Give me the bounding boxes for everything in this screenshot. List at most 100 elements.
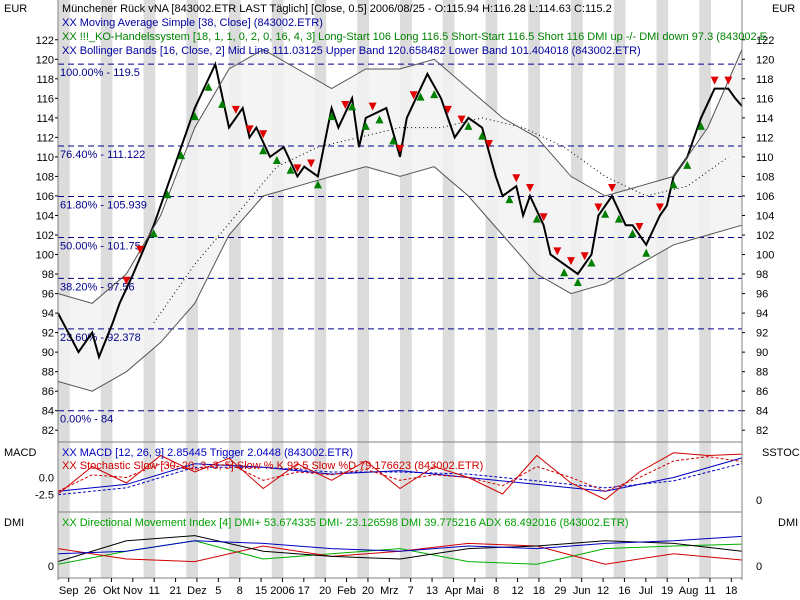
y-tick-label-right: 106 bbox=[756, 191, 774, 203]
long-signal-marker bbox=[204, 82, 213, 91]
legend: Münchener Rück vNA [843002.ETR LAST Tägl… bbox=[62, 3, 767, 529]
long-signal-marker bbox=[259, 146, 268, 155]
long-signal-marker bbox=[313, 180, 322, 189]
x-tick-label: Mrz bbox=[380, 585, 398, 597]
macd-panel-label: MACD bbox=[4, 447, 36, 459]
short-signal-marker bbox=[655, 203, 664, 212]
bollinger-band-line bbox=[57, 166, 743, 392]
x-tick-label: 29 bbox=[554, 585, 566, 597]
short-signal-marker bbox=[525, 183, 534, 192]
y-tick-label-left: 82 bbox=[42, 425, 54, 437]
y-tick-label-right: 88 bbox=[756, 367, 768, 379]
long-signal-marker bbox=[416, 92, 425, 101]
macd-panel-line bbox=[57, 456, 743, 492]
y-tick-label-right: 86 bbox=[756, 386, 768, 398]
short-signal-marker bbox=[259, 130, 268, 139]
y-tick-label-right: 116 bbox=[756, 93, 774, 105]
y-tick-label-left: 104 bbox=[36, 210, 54, 222]
y-tick-label-right: 98 bbox=[756, 269, 768, 281]
y-tick-label-left: 84 bbox=[42, 406, 54, 418]
x-tick-label: 5 bbox=[215, 585, 221, 597]
trade-signals bbox=[122, 76, 733, 287]
long-signal-marker bbox=[286, 165, 295, 174]
fibonacci-levels: 100.00% - 119.5 76.40% - 111.122 61.80% - … bbox=[58, 63, 742, 426]
dmi-panel-line bbox=[57, 535, 743, 555]
y-tick-label-left: 112 bbox=[36, 132, 54, 144]
x-tick-label: 18 bbox=[725, 585, 737, 597]
y-tick-label-left: 102 bbox=[36, 230, 54, 242]
y-tick-label-right: 104 bbox=[756, 210, 774, 222]
y-tick-label-right: 114 bbox=[756, 113, 774, 125]
y-tick-label-left: 100 bbox=[36, 250, 54, 262]
short-signal-marker bbox=[710, 76, 719, 85]
short-signal-marker bbox=[122, 276, 131, 285]
x-tick-label: Nov bbox=[123, 585, 143, 597]
x-tick-label: 16 bbox=[618, 585, 630, 597]
long-signal-marker bbox=[478, 131, 487, 140]
date-stripe bbox=[229, 0, 241, 578]
short-signal-marker bbox=[635, 223, 644, 231]
x-tick-label: 11 bbox=[704, 585, 715, 597]
short-signal-marker bbox=[443, 105, 452, 114]
long-signal-marker bbox=[642, 248, 651, 257]
x-tick-label: 26 bbox=[84, 585, 96, 597]
x-tick-label: Jul bbox=[639, 585, 653, 597]
x-axis: Sep 26 Okt Nov 11 21 Dez 5 8 15 2006 17 20 Feb 20 Mrz 7 1… bbox=[59, 578, 737, 597]
long-signal-marker bbox=[389, 136, 398, 145]
fib-level-label: 76.40% - 111.122 bbox=[60, 149, 145, 161]
moving-average-line bbox=[153, 117, 729, 324]
legend-entry: XX Moving Average Simple [38, Close] (84… bbox=[62, 17, 323, 29]
short-signal-marker bbox=[567, 257, 575, 266]
y-tick-label-right: 102 bbox=[756, 230, 774, 242]
long-signal-marker bbox=[532, 214, 541, 223]
x-tick-label: Sep bbox=[59, 585, 79, 597]
x-tick-label: 12 bbox=[597, 585, 609, 597]
currency-left: EUR bbox=[4, 3, 27, 15]
date-stripe bbox=[400, 0, 412, 578]
macd-panel-line bbox=[57, 452, 743, 501]
indicator-panels bbox=[57, 452, 743, 565]
short-signal-marker bbox=[608, 183, 617, 192]
y-tick-label-right: 112 bbox=[756, 132, 774, 144]
legend-entry: XX !!!_KO-Handelssystem [18, 1, 1, 0, 2,… bbox=[62, 31, 767, 43]
long-signal-marker bbox=[272, 156, 281, 165]
date-stripe bbox=[314, 0, 327, 578]
x-tick-label: 20 bbox=[319, 585, 331, 597]
x-tick-label: Aug bbox=[679, 585, 699, 597]
x-tick-label: 7 bbox=[408, 585, 414, 597]
fib-level-label: 100.00% - 119.5 bbox=[60, 67, 140, 79]
dmi-panel-label-right: DMI bbox=[778, 517, 798, 529]
long-signal-marker bbox=[614, 214, 623, 223]
fib-level-label: 38.20% - 97.56 bbox=[60, 281, 135, 293]
price-line bbox=[57, 61, 743, 361]
x-tick-label: 20 bbox=[362, 585, 374, 597]
long-signal-marker bbox=[430, 90, 439, 99]
macd-panel-line bbox=[57, 457, 743, 492]
short-signal-marker bbox=[396, 144, 404, 153]
fib-level-label: 61.80% - 105.939 bbox=[60, 200, 147, 212]
x-tick-label: Okt bbox=[103, 585, 120, 597]
y-tick-label-left: 88 bbox=[42, 367, 54, 379]
short-signal-marker bbox=[307, 159, 316, 168]
x-tick-label: 8 bbox=[493, 585, 499, 597]
y-tick-label-left: 108 bbox=[36, 171, 54, 183]
bollinger-band-line bbox=[57, 48, 743, 304]
sstoc-panel-label: SSTOC bbox=[762, 447, 800, 459]
date-stripe bbox=[613, 0, 626, 578]
date-stripe bbox=[528, 0, 541, 578]
y-tick-label-right: 118 bbox=[756, 74, 774, 86]
y-tick-label-left: 86 bbox=[42, 386, 54, 398]
y-axis: 82 82 84 84 86 86 88 88 90 90 92 92 94 94 96 96 98 98 100 1… bbox=[35, 35, 774, 573]
dmi-legend-entry: XX Directional Movement Index [4] DMI+ 5… bbox=[62, 517, 629, 529]
y-tick-label-left: 114 bbox=[36, 113, 54, 125]
dmi-panel-line bbox=[57, 535, 743, 563]
date-stripe bbox=[271, 0, 284, 578]
y-tick-label-left: 116 bbox=[36, 93, 54, 105]
short-signal-marker bbox=[512, 174, 521, 183]
short-signal-marker bbox=[341, 100, 350, 109]
sstoc-tick-label: 0 bbox=[756, 495, 762, 507]
y-tick-label-left: 106 bbox=[36, 191, 54, 203]
short-signal-marker bbox=[368, 102, 377, 111]
short-signal-marker bbox=[293, 164, 302, 173]
price-series bbox=[57, 48, 743, 392]
